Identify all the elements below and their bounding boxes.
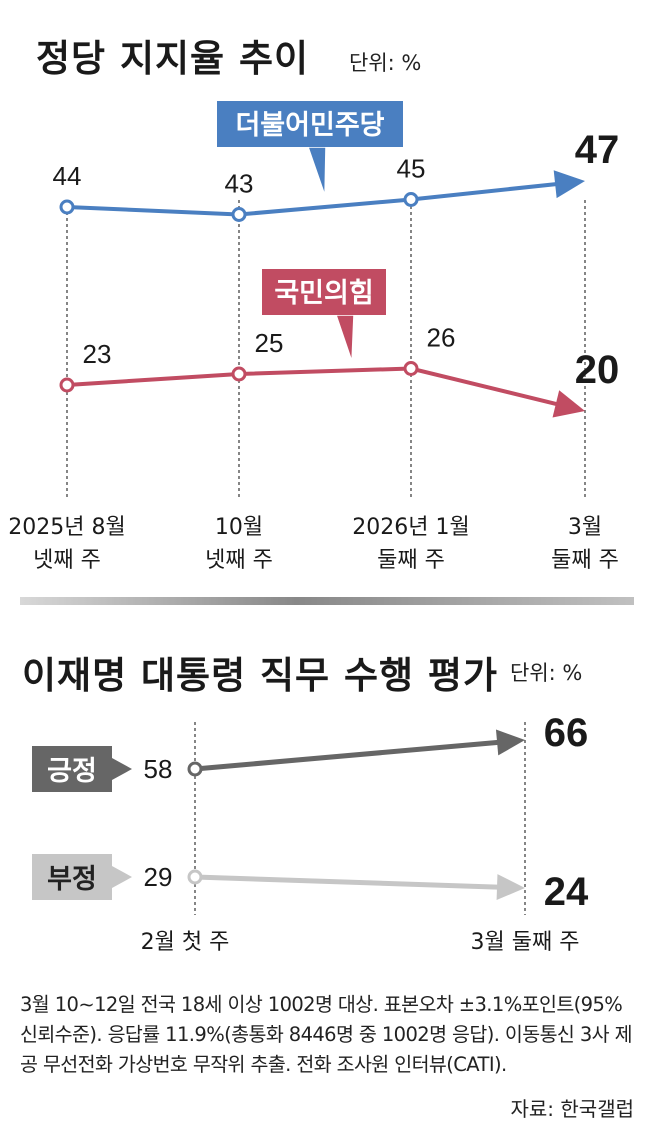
- data-label: 26: [427, 323, 456, 353]
- arrow-head: [553, 170, 585, 199]
- data-label: 58: [144, 754, 173, 784]
- data-label-final: 20: [575, 348, 620, 392]
- series-name: 긍정: [47, 756, 97, 787]
- source: 자료: 한국갤럽: [510, 1097, 635, 1121]
- callout-tail: [334, 314, 355, 363]
- series-line-0: [194, 739, 502, 772]
- data-point: [403, 192, 419, 207]
- chart1-xtick: 3월 둘째 주: [551, 515, 619, 573]
- data-label: 25: [255, 328, 284, 358]
- series-callout: [262, 269, 386, 315]
- survey-note: 3월 10∼12일 전국 18세 이상 1002명 대상. 표본오차 ±3.1%…: [20, 993, 633, 1076]
- chart1-title: 정당 지지율 추이: [36, 37, 310, 80]
- callout-tail: [306, 146, 327, 197]
- data-point: [187, 761, 203, 777]
- data-label: 44: [53, 161, 82, 191]
- data-point: [59, 377, 75, 393]
- chart2-unit: 단위: %: [510, 661, 583, 685]
- data-label-final: 66: [544, 711, 589, 755]
- section-divider: [20, 597, 634, 605]
- chart2-title: 이재명 대통령 직무 수행 평가: [22, 654, 499, 697]
- series-line-1: [194, 874, 502, 890]
- arrow-head: [495, 729, 525, 756]
- data-label-final: 47: [575, 128, 620, 172]
- series-name: 더불어민주당: [235, 110, 384, 141]
- series-callout: [32, 854, 132, 900]
- series-name: 부정: [47, 864, 97, 895]
- data-label: 45: [397, 154, 426, 184]
- data-point: [59, 199, 75, 215]
- series-line-1: [66, 366, 565, 408]
- data-label-final: 24: [544, 870, 589, 914]
- series-line-0: [66, 181, 564, 217]
- data-label: 29: [144, 862, 173, 892]
- arrow-head: [496, 874, 525, 901]
- series-callout: [32, 746, 132, 792]
- data-label: 43: [225, 169, 254, 199]
- chart1-xtick: 2026년 1월 둘째 주: [352, 515, 470, 573]
- series-name: 국민의힘: [274, 278, 373, 309]
- chart2-xtick: 2월 첫 주: [140, 930, 230, 955]
- data-point: [231, 207, 247, 222]
- data-point: [403, 361, 419, 376]
- data-point: [187, 869, 203, 885]
- data-label: 23: [83, 339, 112, 369]
- chart1-unit: 단위: %: [349, 51, 422, 75]
- data-point: [231, 366, 247, 382]
- arrow-head: [552, 390, 585, 418]
- series-callout: [217, 101, 403, 147]
- chart1-xtick: 10월 넷째 주: [205, 515, 273, 573]
- chart1-xtick: 2025년 8월 넷째 주: [8, 515, 126, 573]
- chart2-xtick: 3월 둘째 주: [470, 930, 580, 955]
